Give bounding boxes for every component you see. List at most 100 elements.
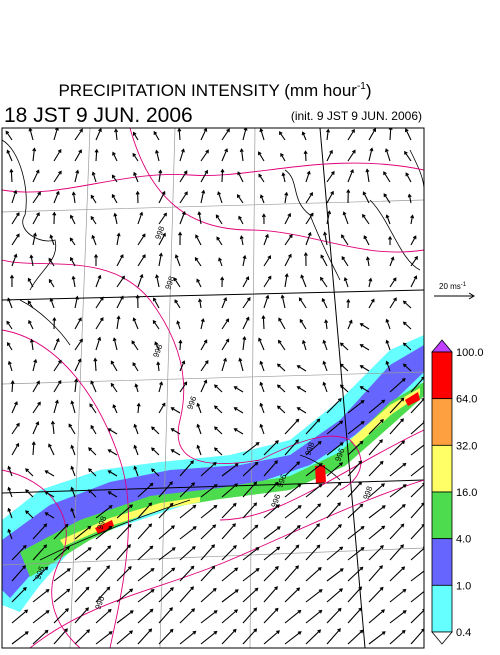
wind-arrow bbox=[263, 481, 279, 498]
wind-arrow bbox=[200, 524, 217, 540]
wind-arrow bbox=[70, 486, 76, 498]
wind-arrow bbox=[303, 251, 308, 267]
wind-arrow bbox=[242, 568, 260, 582]
wind-arrow bbox=[177, 128, 182, 141]
wind-arrow bbox=[368, 419, 384, 435]
wind-arrow bbox=[137, 482, 154, 498]
wind-arrow bbox=[368, 128, 377, 141]
wind-arrow bbox=[70, 507, 76, 519]
wind-arrow bbox=[173, 277, 181, 288]
wind-arrow bbox=[137, 523, 153, 540]
wind-arrow bbox=[410, 255, 418, 267]
wind-arrow bbox=[221, 148, 228, 162]
wind-arrow bbox=[242, 461, 259, 477]
wind-arrow bbox=[239, 235, 244, 246]
colorbar-label: 1.0 bbox=[456, 580, 471, 592]
wind-arrow bbox=[74, 169, 80, 183]
wind-arrow bbox=[217, 191, 223, 204]
wind-arrow bbox=[410, 214, 415, 225]
wind-arrow bbox=[53, 568, 71, 582]
wind-arrow bbox=[53, 128, 59, 141]
wind-arrow bbox=[107, 491, 118, 498]
wind-arrow bbox=[32, 610, 50, 624]
wind-arrow bbox=[11, 253, 18, 267]
wind-arrow bbox=[74, 378, 79, 393]
wind-arrow bbox=[233, 428, 244, 435]
colorbar-segment bbox=[431, 538, 453, 586]
wind-arrow bbox=[74, 295, 79, 309]
wind-arrow bbox=[410, 442, 424, 456]
wind-arrow bbox=[132, 131, 139, 141]
wind-arrow bbox=[284, 631, 302, 645]
precip-extreme bbox=[95, 392, 420, 534]
wind-arrow bbox=[284, 273, 289, 288]
wind-arrow bbox=[359, 365, 370, 372]
contour-label: 998 bbox=[95, 515, 108, 531]
wind-arrow bbox=[158, 502, 174, 519]
wind-arrow bbox=[158, 212, 167, 225]
wind-arrow bbox=[389, 566, 406, 582]
wind-arrow bbox=[221, 609, 239, 624]
wind-arrow bbox=[347, 547, 365, 561]
wind-arrow bbox=[259, 194, 265, 204]
wind-arrow bbox=[389, 544, 404, 561]
wind-arrow bbox=[347, 526, 365, 540]
coastline bbox=[2, 139, 424, 561]
wind-arrow bbox=[213, 447, 223, 456]
wind-arrow bbox=[132, 317, 139, 330]
wind-arrow bbox=[347, 128, 355, 141]
wind-arrow bbox=[389, 397, 405, 414]
wind-arrow bbox=[170, 428, 181, 435]
wind-arrow bbox=[404, 128, 412, 141]
wind-arrow bbox=[95, 525, 113, 540]
wind-arrow bbox=[116, 610, 134, 624]
wind-arrow bbox=[301, 131, 307, 141]
wind-arrow bbox=[359, 386, 370, 393]
wind-arrow bbox=[259, 402, 265, 414]
wind-arrow bbox=[339, 384, 349, 393]
wind-arrow bbox=[91, 234, 97, 246]
wind-field bbox=[5, 128, 424, 645]
wind-arrow bbox=[410, 523, 424, 540]
wind-arrow bbox=[284, 505, 302, 519]
wind-arrow bbox=[28, 319, 34, 330]
wind-arrow bbox=[32, 544, 48, 561]
wind-arrow bbox=[263, 255, 272, 267]
wind-arrow bbox=[95, 336, 102, 351]
wind-arrow bbox=[131, 340, 139, 351]
wind-arrow bbox=[116, 315, 121, 330]
wind-arrow bbox=[158, 607, 173, 624]
wind-arrow bbox=[389, 588, 407, 603]
wind-arrow bbox=[237, 171, 244, 183]
wind-arrow bbox=[326, 546, 344, 561]
wind-arrow bbox=[11, 609, 29, 624]
wind-arrow bbox=[95, 565, 111, 582]
wind-arrow bbox=[263, 233, 269, 246]
wind-arrow bbox=[347, 586, 363, 603]
wind-arrow bbox=[179, 608, 196, 624]
wind-arrow bbox=[238, 357, 244, 372]
wind-arrow bbox=[32, 588, 50, 603]
wind-arrow bbox=[44, 470, 55, 477]
wind-arrow bbox=[389, 503, 406, 519]
wind-arrow bbox=[261, 213, 266, 225]
wind-arrow bbox=[95, 608, 112, 624]
wind-arrow bbox=[95, 505, 113, 519]
wind-arrow bbox=[263, 440, 279, 456]
wind-arrow bbox=[221, 297, 228, 309]
wind-arrow bbox=[200, 169, 208, 183]
wind-arrow bbox=[323, 231, 328, 246]
wind-arrow bbox=[213, 384, 223, 393]
wind-arrow bbox=[200, 360, 209, 372]
wind-arrow bbox=[53, 546, 70, 561]
wind-arrow bbox=[326, 462, 344, 477]
wind-arrow bbox=[11, 442, 20, 456]
wind-arrow bbox=[137, 589, 155, 603]
wind-scale-sup: -1 bbox=[461, 282, 467, 288]
wind-arrow bbox=[326, 420, 344, 435]
wind-arrow bbox=[258, 337, 265, 351]
wind-arrow bbox=[31, 441, 36, 456]
wind-arrow bbox=[27, 300, 34, 309]
wind-arrow bbox=[69, 256, 76, 267]
wind-arrow bbox=[200, 461, 217, 477]
